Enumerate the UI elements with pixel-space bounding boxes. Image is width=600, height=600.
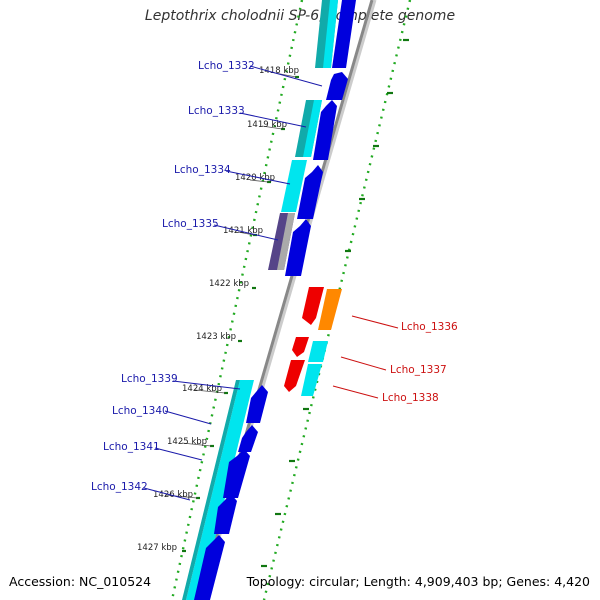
cds-red-1337	[292, 337, 309, 357]
cds-blue-1342	[214, 494, 237, 534]
kbp-label: 1427 kbp	[137, 543, 177, 553]
gene-leader	[213, 224, 279, 241]
cds-blue-1343	[194, 535, 225, 600]
kbp-label: 1422 kbp	[209, 279, 249, 289]
kbp-label: 1424 kbp	[182, 384, 222, 394]
kbp-label: 1425 kbp	[167, 437, 207, 447]
cds-cyan-1339	[186, 380, 254, 600]
gene-leader	[239, 112, 307, 128]
cds-red-1336	[302, 287, 324, 325]
gene-label-right: Lcho_1338	[382, 392, 439, 404]
kbp-leader	[181, 442, 212, 447]
map-title: Leptothrix cholodnii SP-6, complete geno…	[144, 8, 456, 24]
cds-blue-1332	[332, 0, 356, 68]
kbp-ticks	[182, 38, 409, 568]
forward-strand-features	[268, 0, 356, 276]
cds-blue-1339	[246, 385, 268, 423]
kbp-label: 1421 kbp	[223, 226, 263, 236]
gene-label-left: Lcho_1335	[162, 218, 219, 230]
kbp-label: 1426 kbp	[153, 490, 193, 500]
cds-blue-1334	[297, 165, 323, 219]
gene-label-left: Lcho_1332	[198, 60, 255, 72]
cds-red-1338	[284, 360, 305, 392]
topology-text: Topology: circular; Length: 4,909,403 bp…	[246, 574, 590, 589]
kbp-leader	[249, 179, 269, 183]
gene-label-right: Lcho_1337	[390, 364, 447, 376]
cds-cyan-1334	[281, 160, 307, 212]
gene-label-left: Lcho_1339	[121, 373, 178, 385]
cds-orange-1336	[318, 289, 342, 330]
gene-label-left: Lcho_1341	[103, 441, 160, 453]
gene-leader	[154, 447, 203, 461]
cds-blue-1332b	[326, 72, 348, 100]
gene-label-left: Lcho_1333	[188, 105, 245, 117]
kbp-leader	[194, 389, 226, 394]
gene-leader	[172, 380, 241, 390]
cds-blue-1341	[223, 449, 250, 498]
kbp-label: 1419 kbp	[247, 120, 287, 130]
forward-strand-features-lower	[182, 380, 268, 600]
cds-cyan-edge	[182, 380, 240, 600]
cds-blue-1333	[313, 100, 337, 160]
cds-blue-1340	[238, 425, 258, 452]
kbp-leader	[164, 494, 198, 499]
gene-label-left: Lcho_1342	[91, 481, 148, 493]
cds-cyan-1332	[323, 0, 338, 68]
gene-leader	[143, 487, 191, 501]
kbp-leader	[237, 231, 255, 236]
gene-labels-right: Lcho_1336 Lcho_1337 Lcho_1338	[332, 315, 458, 404]
gene-leader	[249, 65, 323, 87]
gene-leader	[164, 410, 212, 425]
gene-leader	[332, 385, 379, 399]
accession-text: Accession: NC_010524	[9, 574, 152, 589]
cds-cyan-1337	[308, 341, 328, 362]
cds-grey-1335	[277, 213, 295, 270]
kbp-leader	[261, 125, 283, 130]
reverse-strand-features	[284, 287, 342, 396]
gene-leader	[225, 170, 291, 185]
gene-label-left: Lcho_1340	[112, 405, 169, 417]
gene-label-left: Lcho_1334	[174, 164, 231, 176]
kbp-labels: 1418 kbp 1419 kbp 1420 kbp 1421 kbp 1422…	[137, 66, 299, 553]
kbp-label: 1418 kbp	[259, 66, 299, 76]
scale-dots-left	[170, 0, 304, 600]
gene-label-right: Lcho_1336	[401, 321, 458, 333]
cds-cyan-1333	[303, 100, 322, 157]
gene-labels-left: Lcho_1332 Lcho_1333 Lcho_1334 Lcho_1335 …	[91, 60, 323, 501]
kbp-label: 1420 kbp	[235, 173, 275, 183]
kbp-label: 1423 kbp	[196, 332, 236, 342]
gene-leader	[351, 315, 399, 329]
cds-blue-1335	[285, 219, 311, 276]
gene-leader	[340, 356, 387, 371]
cds-cyan-1338	[301, 364, 322, 396]
